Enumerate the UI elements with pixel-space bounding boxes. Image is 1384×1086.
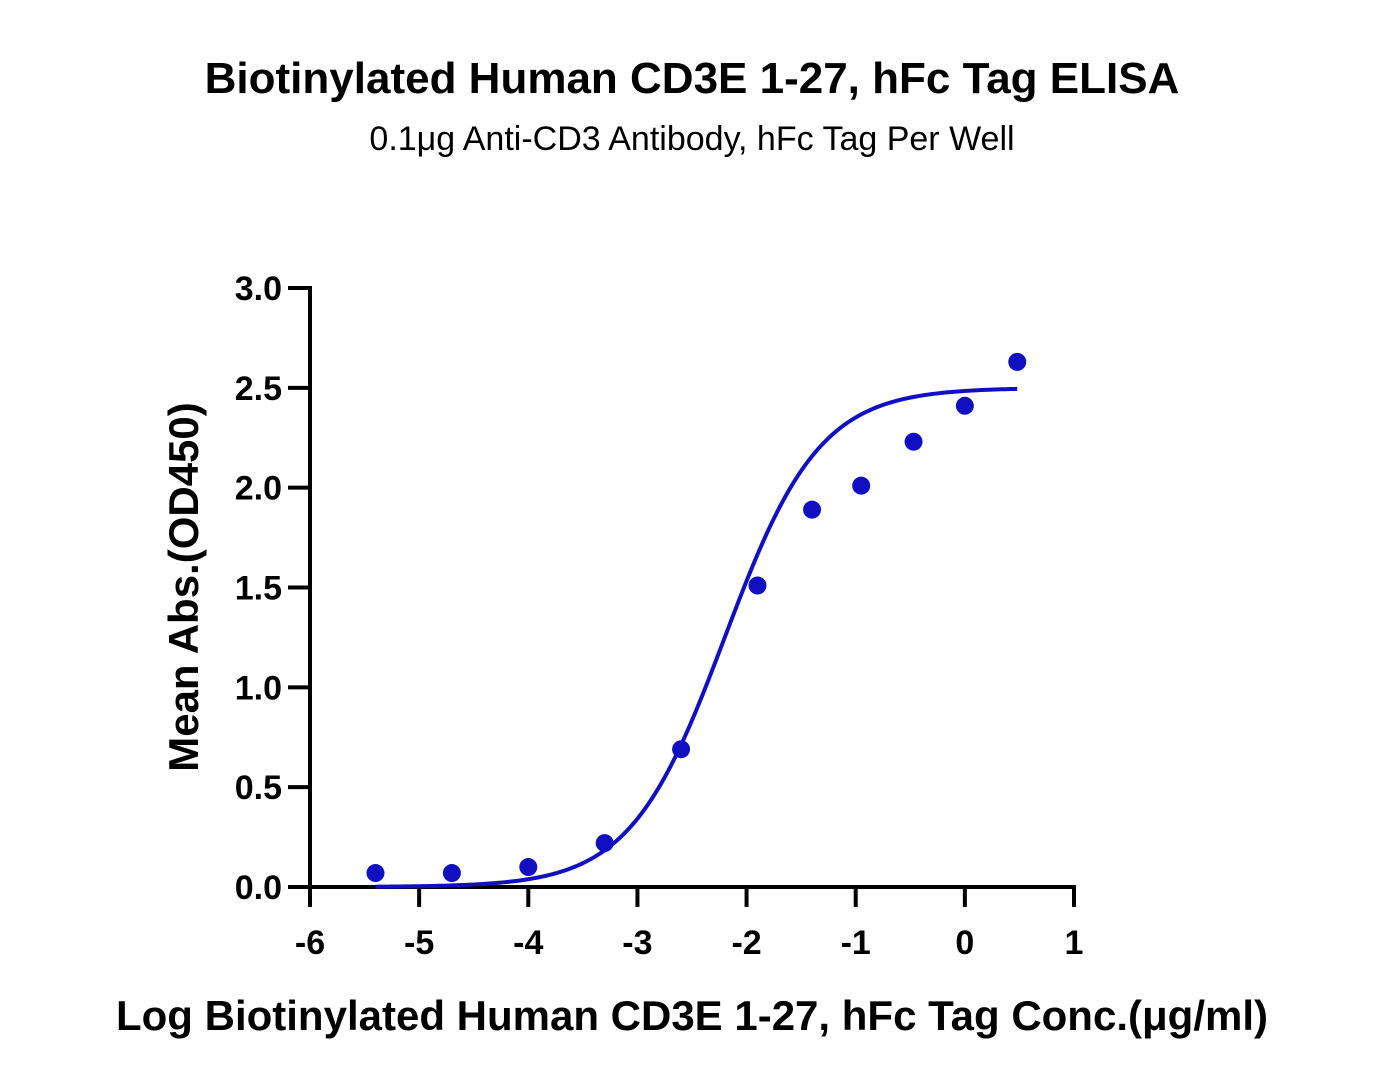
y-axis-ticks: 0.0 0.5 1.0 1.5 2.0 2.5 3.0 bbox=[235, 270, 310, 907]
y-tick-label: 2.5 bbox=[235, 370, 282, 408]
y-tick-label: 0.0 bbox=[235, 869, 282, 907]
data-point bbox=[803, 500, 822, 519]
chart-subtitle: 0.1μg Anti-CD3 Antibody, hFc Tag Per Wel… bbox=[369, 120, 1014, 158]
x-tick-label: -6 bbox=[295, 924, 325, 962]
x-tick-label: -5 bbox=[404, 924, 434, 962]
y-tick-label: 0.5 bbox=[235, 769, 282, 807]
data-point bbox=[366, 864, 385, 883]
data-point bbox=[955, 396, 974, 415]
x-tick-label: -2 bbox=[731, 924, 761, 962]
data-point bbox=[442, 864, 461, 883]
y-tick-label: 1.0 bbox=[235, 669, 282, 707]
x-tick-label: -3 bbox=[622, 924, 652, 962]
y-tick-label: 3.0 bbox=[235, 270, 282, 308]
data-point bbox=[904, 432, 923, 451]
data-point bbox=[748, 576, 767, 595]
x-axis-ticks: -6 -5 -4 -3 -2 -1 0 1 bbox=[295, 887, 1084, 962]
x-tick-label: -1 bbox=[841, 924, 871, 962]
data-point bbox=[1008, 352, 1027, 371]
y-tick-label: 2.0 bbox=[235, 470, 282, 508]
y-axis-label: Mean Abs.(OD450) bbox=[160, 402, 207, 772]
data-point bbox=[519, 858, 538, 877]
data-points bbox=[366, 352, 1027, 883]
data-point bbox=[595, 834, 614, 853]
y-tick-label: 1.5 bbox=[235, 570, 282, 608]
x-tick-label: 0 bbox=[955, 924, 974, 962]
data-point bbox=[852, 476, 871, 495]
x-tick-label: -4 bbox=[513, 924, 543, 962]
x-axis-label: Log Biotinylated Human CD3E 1-27, hFc Ta… bbox=[116, 992, 1268, 1039]
data-point bbox=[672, 740, 691, 759]
x-tick-label: 1 bbox=[1065, 924, 1084, 962]
fit-curve bbox=[375, 386, 1018, 889]
chart-title: Biotinylated Human CD3E 1-27, hFc Tag EL… bbox=[205, 54, 1180, 103]
